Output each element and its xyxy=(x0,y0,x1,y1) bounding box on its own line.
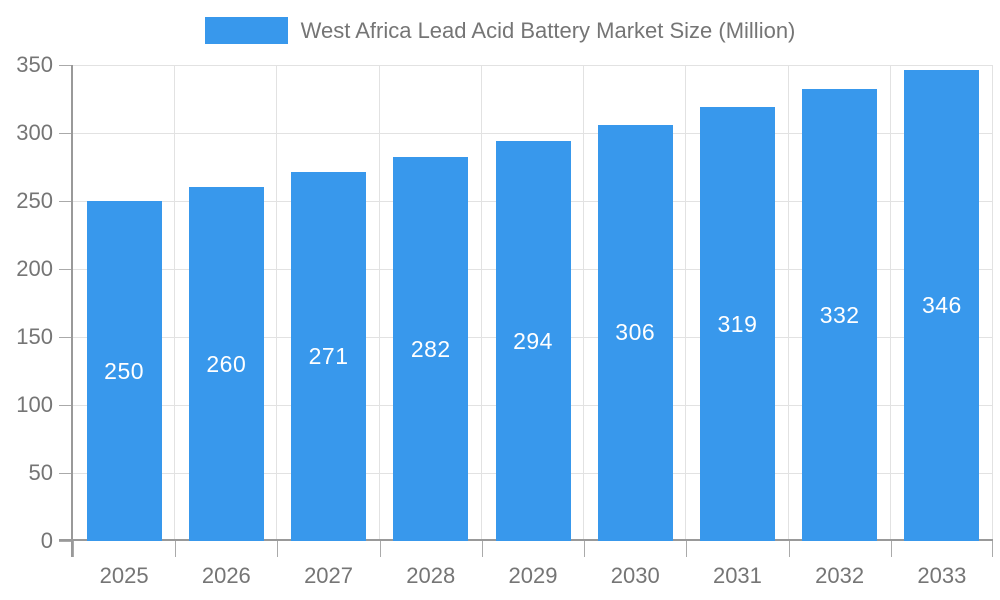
x-axis-label-2025: 2025 xyxy=(99,563,149,588)
y-axis-tick-50 xyxy=(59,473,73,474)
x-axis-tick-7 xyxy=(788,541,790,557)
x-axis-tick-8 xyxy=(890,541,892,557)
gridline-vertical-9 xyxy=(992,65,993,541)
y-axis-label-250: 250 xyxy=(16,188,53,213)
gridline-vertical-5 xyxy=(583,65,585,541)
y-axis-tick-250 xyxy=(59,201,73,202)
bar-2033: 346 xyxy=(904,70,980,541)
x-axis-tick-0 xyxy=(73,541,74,557)
gridline-vertical-1 xyxy=(174,65,176,541)
y-axis-tick-300 xyxy=(59,133,73,134)
x-axis-label-2028: 2028 xyxy=(406,563,456,588)
x-axis-label-2027: 2027 xyxy=(304,563,354,588)
x-axis-tick-6 xyxy=(686,541,688,557)
gridline-vertical-6 xyxy=(685,65,687,541)
y-axis-tick-150 xyxy=(59,337,73,338)
y-axis-label-0: 0 xyxy=(40,528,53,553)
bar-2030: 306 xyxy=(597,124,673,541)
bar-2026: 260 xyxy=(188,187,264,541)
x-axis-tick-1 xyxy=(175,541,177,557)
gridline-horizontal-350 xyxy=(73,65,993,66)
bar-value-label-2033: 346 xyxy=(921,292,962,319)
x-axis-tick-9 xyxy=(992,541,993,557)
plot-area: 0 50 100 150 200 250 300 350 250 260 271 282 294 306 3… xyxy=(16,52,993,588)
gridline-vertical-8 xyxy=(889,65,891,541)
chart-title: West Africa Lead Acid Battery Market Siz… xyxy=(300,18,796,43)
bar-2031: 319 xyxy=(699,107,775,541)
bar-value-label-2028: 282 xyxy=(410,335,451,362)
x-axis-label-2031: 2031 xyxy=(712,563,762,588)
y-axis-line xyxy=(71,65,73,557)
x-axis-label-2033: 2033 xyxy=(917,563,967,588)
bar-2032: 332 xyxy=(802,89,878,541)
bar-value-label-2031: 319 xyxy=(717,310,758,337)
y-axis-tick-100 xyxy=(59,405,73,406)
bar-2029: 294 xyxy=(495,141,571,541)
x-axis-label-2030: 2030 xyxy=(610,563,660,588)
y-axis-label-50: 50 xyxy=(28,460,53,485)
legend[interactable]: West Africa Lead Acid Battery Market Siz… xyxy=(0,17,1000,44)
bar-value-label-2029: 294 xyxy=(513,327,553,354)
y-axis-label-300: 300 xyxy=(16,120,53,145)
bar-2027: 271 xyxy=(291,172,367,541)
bar-2028: 282 xyxy=(393,157,469,541)
y-axis-tick-200 xyxy=(59,269,73,270)
x-axis-label-2029: 2029 xyxy=(508,563,558,588)
y-axis-tick-350 xyxy=(59,65,73,66)
x-axis-label-2026: 2026 xyxy=(201,563,251,588)
bar-value-label-2032: 332 xyxy=(819,301,860,328)
y-axis-label-350: 350 xyxy=(16,52,53,77)
x-axis-tick-5 xyxy=(584,541,586,557)
y-axis-label-150: 150 xyxy=(16,324,53,349)
gridline-vertical-4 xyxy=(480,65,482,541)
bar-value-label-2026: 260 xyxy=(206,350,247,377)
x-axis-tick-3 xyxy=(379,541,381,557)
gridline-vertical-3 xyxy=(378,65,380,541)
bar-value-label-2027: 271 xyxy=(308,343,349,370)
gridline-vertical-7 xyxy=(787,65,789,541)
bar-value-label-2025: 250 xyxy=(104,357,145,384)
x-axis-tick-2 xyxy=(277,541,279,557)
y-axis-label-100: 100 xyxy=(16,392,53,417)
bar-2025: 250 xyxy=(86,201,162,541)
y-axis-label-200: 200 xyxy=(16,256,53,281)
gridline-horizontal-300 xyxy=(73,133,993,134)
y-axis-tick-0 xyxy=(59,541,73,542)
legend-swatch[interactable] xyxy=(204,17,288,44)
gridline-vertical-2 xyxy=(276,65,278,541)
x-axis-tick-4 xyxy=(481,541,483,557)
x-axis-label-2032: 2032 xyxy=(815,563,865,588)
bar-value-label-2030: 306 xyxy=(615,319,656,346)
